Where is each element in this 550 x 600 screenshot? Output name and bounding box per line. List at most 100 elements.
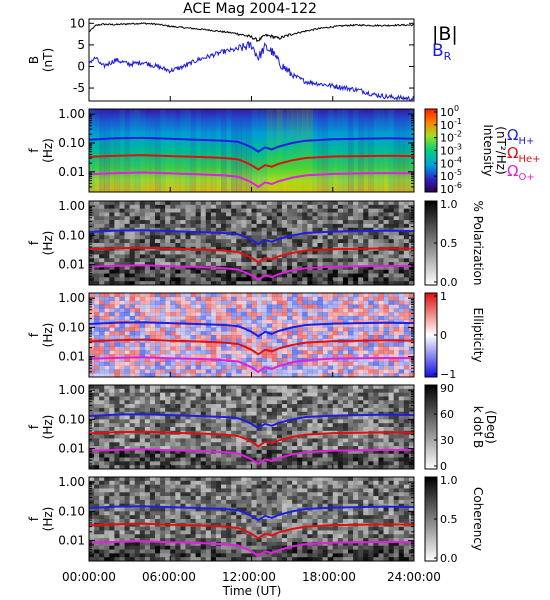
ellipticity-cell <box>134 357 141 363</box>
grayscale-cell <box>119 388 125 393</box>
grayscale-cell <box>144 538 151 543</box>
ellipticity-cell <box>129 342 136 347</box>
grayscale-cell <box>322 273 328 278</box>
grayscale-cell <box>155 243 161 248</box>
grayscale-cell <box>246 538 252 543</box>
ellipticity-cell <box>251 369 257 374</box>
ellipticity-cell <box>119 346 125 351</box>
ellipticity-cell <box>104 369 110 374</box>
ellipticity-cell <box>139 369 146 374</box>
grayscale-cell <box>175 457 181 462</box>
ellipticity-cell <box>388 342 394 347</box>
grayscale-cell <box>205 480 212 485</box>
ellipticity-cell <box>236 361 242 366</box>
ellipticity-cell <box>281 308 288 313</box>
ellipticity-cell <box>215 373 222 378</box>
grayscale-cell <box>231 449 237 455</box>
grayscale-cell <box>368 281 374 286</box>
intensity-column <box>200 109 207 192</box>
ellipticity-cell <box>322 293 328 298</box>
ellipticity-cell <box>175 342 181 347</box>
ellipticity-cell <box>266 312 273 317</box>
ellipticity-cell <box>109 323 115 328</box>
ellipticity-cell <box>332 323 339 328</box>
grayscale-cell <box>287 430 293 435</box>
grayscale-cell <box>368 438 374 443</box>
grayscale-cell <box>185 507 191 512</box>
grayscale-cell <box>378 277 384 282</box>
grayscale-cell <box>317 220 323 225</box>
grayscale-cell <box>200 258 207 263</box>
grayscale-cell <box>89 549 95 554</box>
grayscale-cell <box>205 557 212 562</box>
ellipticity-cell <box>109 361 115 366</box>
grayscale-cell <box>109 212 115 217</box>
grayscale-cell <box>383 419 389 424</box>
grayscale-cell <box>236 503 242 508</box>
grayscale-cell <box>383 277 389 282</box>
ellipticity-cell <box>292 323 298 328</box>
ellipticity-cell <box>109 331 115 336</box>
ellipticity-cell <box>378 296 384 301</box>
ellipticity-cell <box>119 296 125 301</box>
ellipticity-cell <box>155 331 161 336</box>
ellipticity-cell <box>393 369 400 374</box>
ellipticity-cell <box>322 342 328 347</box>
grayscale-cell <box>393 265 400 271</box>
grayscale-cell <box>322 385 328 390</box>
grayscale-cell <box>342 235 349 240</box>
ellipticity-cell <box>175 300 181 305</box>
grayscale-cell <box>281 223 288 229</box>
grayscale-cell <box>363 442 369 447</box>
grayscale-cell <box>221 419 227 424</box>
ellipticity-cell <box>281 365 288 370</box>
ellipticity-cell <box>170 342 176 347</box>
ellipticity-cell <box>246 304 252 309</box>
grayscale-cell <box>185 480 191 485</box>
grayscale-cell <box>104 231 110 236</box>
grayscale-cell <box>236 254 242 259</box>
grayscale-cell <box>129 477 136 482</box>
ellipticity-cell <box>408 293 415 298</box>
grayscale-cell <box>388 281 394 286</box>
ellipticity-cell <box>236 315 242 321</box>
grayscale-cell <box>226 204 232 209</box>
grayscale-cell <box>94 449 100 455</box>
grayscale-cell <box>358 258 364 263</box>
grayscale-cell <box>398 400 405 405</box>
grayscale-cell <box>160 273 166 278</box>
grayscale-cell <box>215 557 222 562</box>
grayscale-cell <box>373 220 379 225</box>
grayscale-cell <box>134 526 141 531</box>
grayscale-cell <box>251 434 257 439</box>
grayscale-cell <box>139 522 146 527</box>
grayscale-cell <box>322 201 328 206</box>
grayscale-cell <box>261 400 268 405</box>
intensity-column <box>353 109 359 192</box>
grayscale-cell <box>114 277 120 282</box>
grayscale-cell <box>226 216 232 221</box>
grayscale-cell <box>261 223 268 229</box>
grayscale-cell <box>302 269 308 274</box>
ellipticity-cell <box>261 354 268 359</box>
grayscale-cell <box>363 407 369 413</box>
grayscale-cell <box>378 212 384 217</box>
ellipticity-cell <box>337 369 344 374</box>
grayscale-cell <box>403 396 410 401</box>
grayscale-cell <box>241 385 247 390</box>
ellipticity-cell <box>119 308 125 313</box>
ellipticity-cell <box>165 315 171 321</box>
grayscale-cell <box>180 538 186 543</box>
grayscale-cell <box>337 265 344 271</box>
grayscale-cell <box>236 208 242 213</box>
ellipticity-cell <box>175 350 181 355</box>
ellipticity-cell <box>317 342 323 347</box>
grayscale-cell <box>251 388 257 393</box>
grayscale-cell <box>383 223 389 229</box>
grayscale-cell <box>287 446 293 451</box>
grayscale-cell <box>353 243 359 248</box>
grayscale-cell <box>89 526 95 531</box>
grayscale-cell <box>200 492 207 497</box>
grayscale-cell <box>185 216 191 221</box>
grayscale-cell <box>210 484 217 489</box>
